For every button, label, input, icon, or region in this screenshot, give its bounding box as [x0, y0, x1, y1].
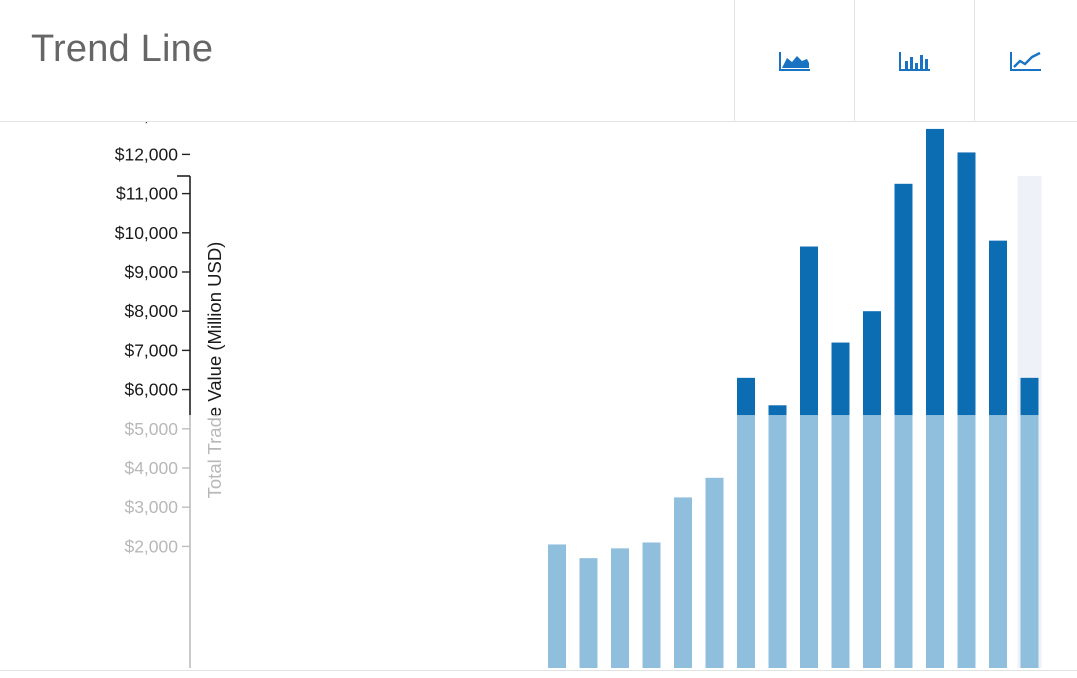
y-tick-label: $3,000	[124, 497, 178, 517]
bar-13[interactable]	[926, 128, 944, 416]
bar-8-base[interactable]	[768, 415, 787, 668]
y-tick-label: $8,000	[124, 301, 178, 321]
chart-area: $2,000 $3,000 $4,000 $5,000 $6,000 $7,000 $8,0…	[0, 122, 1077, 678]
bar-7-base[interactable]	[737, 415, 755, 668]
y-tick-label: $6,000	[124, 380, 178, 400]
bar-15[interactable]	[989, 240, 1007, 416]
bar-chart: $2,000 $3,000 $4,000 $5,000 $6,000 $7,000 $8,0…	[115, 122, 1042, 668]
bar-16-base[interactable]	[1020, 415, 1039, 668]
bar-15-base[interactable]	[989, 415, 1007, 668]
bar-3-base[interactable]	[611, 548, 629, 668]
bar-9[interactable]	[800, 246, 818, 416]
area-chart-icon	[778, 50, 812, 72]
bar-10-base[interactable]	[831, 415, 850, 668]
bar-9-base[interactable]	[800, 415, 818, 668]
y-tick-label: $10,000	[115, 223, 179, 243]
bar-8[interactable]	[768, 405, 787, 416]
line-chart-button[interactable]	[974, 0, 1077, 121]
bar-11[interactable]	[863, 311, 881, 416]
bar-14[interactable]	[957, 152, 976, 416]
y-tick-label: $9,000	[124, 262, 178, 282]
y-tick-label: $7,000	[124, 340, 178, 360]
bar-16[interactable]	[1020, 377, 1039, 416]
bar-14-base[interactable]	[957, 415, 976, 668]
bar-13-base[interactable]	[926, 415, 944, 668]
bar-12-base[interactable]	[894, 415, 913, 668]
bar-7[interactable]	[737, 377, 755, 416]
chart-title: Trend Line	[31, 28, 214, 70]
bar-4-base[interactable]	[642, 542, 661, 668]
bar-2-base[interactable]	[579, 558, 598, 668]
y-tick-label: $4,000	[124, 458, 178, 478]
y-tick-label: $5,000	[124, 419, 178, 439]
bar-5-base[interactable]	[674, 497, 692, 668]
chart-bottom-divider	[0, 670, 1077, 671]
area-chart-button[interactable]	[734, 0, 854, 121]
y-tick-label: $11,000	[116, 184, 178, 204]
bar-6-base[interactable]	[705, 477, 724, 668]
chart-header: Trend Line	[0, 0, 1077, 122]
bar-12[interactable]	[894, 183, 913, 416]
bar-chart-icon	[898, 50, 932, 72]
line-chart-icon	[1009, 50, 1043, 72]
bar-1-base[interactable]	[548, 544, 566, 668]
bar-10[interactable]	[831, 342, 850, 416]
y-axis-title-faded: Total Trade Value (Million USD)	[204, 242, 225, 499]
y-tick-label: $13,000	[115, 122, 179, 125]
y-tick-label: $2,000	[124, 536, 178, 556]
y-axis-title: Total Trade Value (Million USD)	[204, 242, 225, 499]
bar-chart-button[interactable]	[854, 0, 974, 121]
bar-11-base[interactable]	[863, 415, 881, 668]
y-tick-label: $12,000	[115, 144, 179, 164]
